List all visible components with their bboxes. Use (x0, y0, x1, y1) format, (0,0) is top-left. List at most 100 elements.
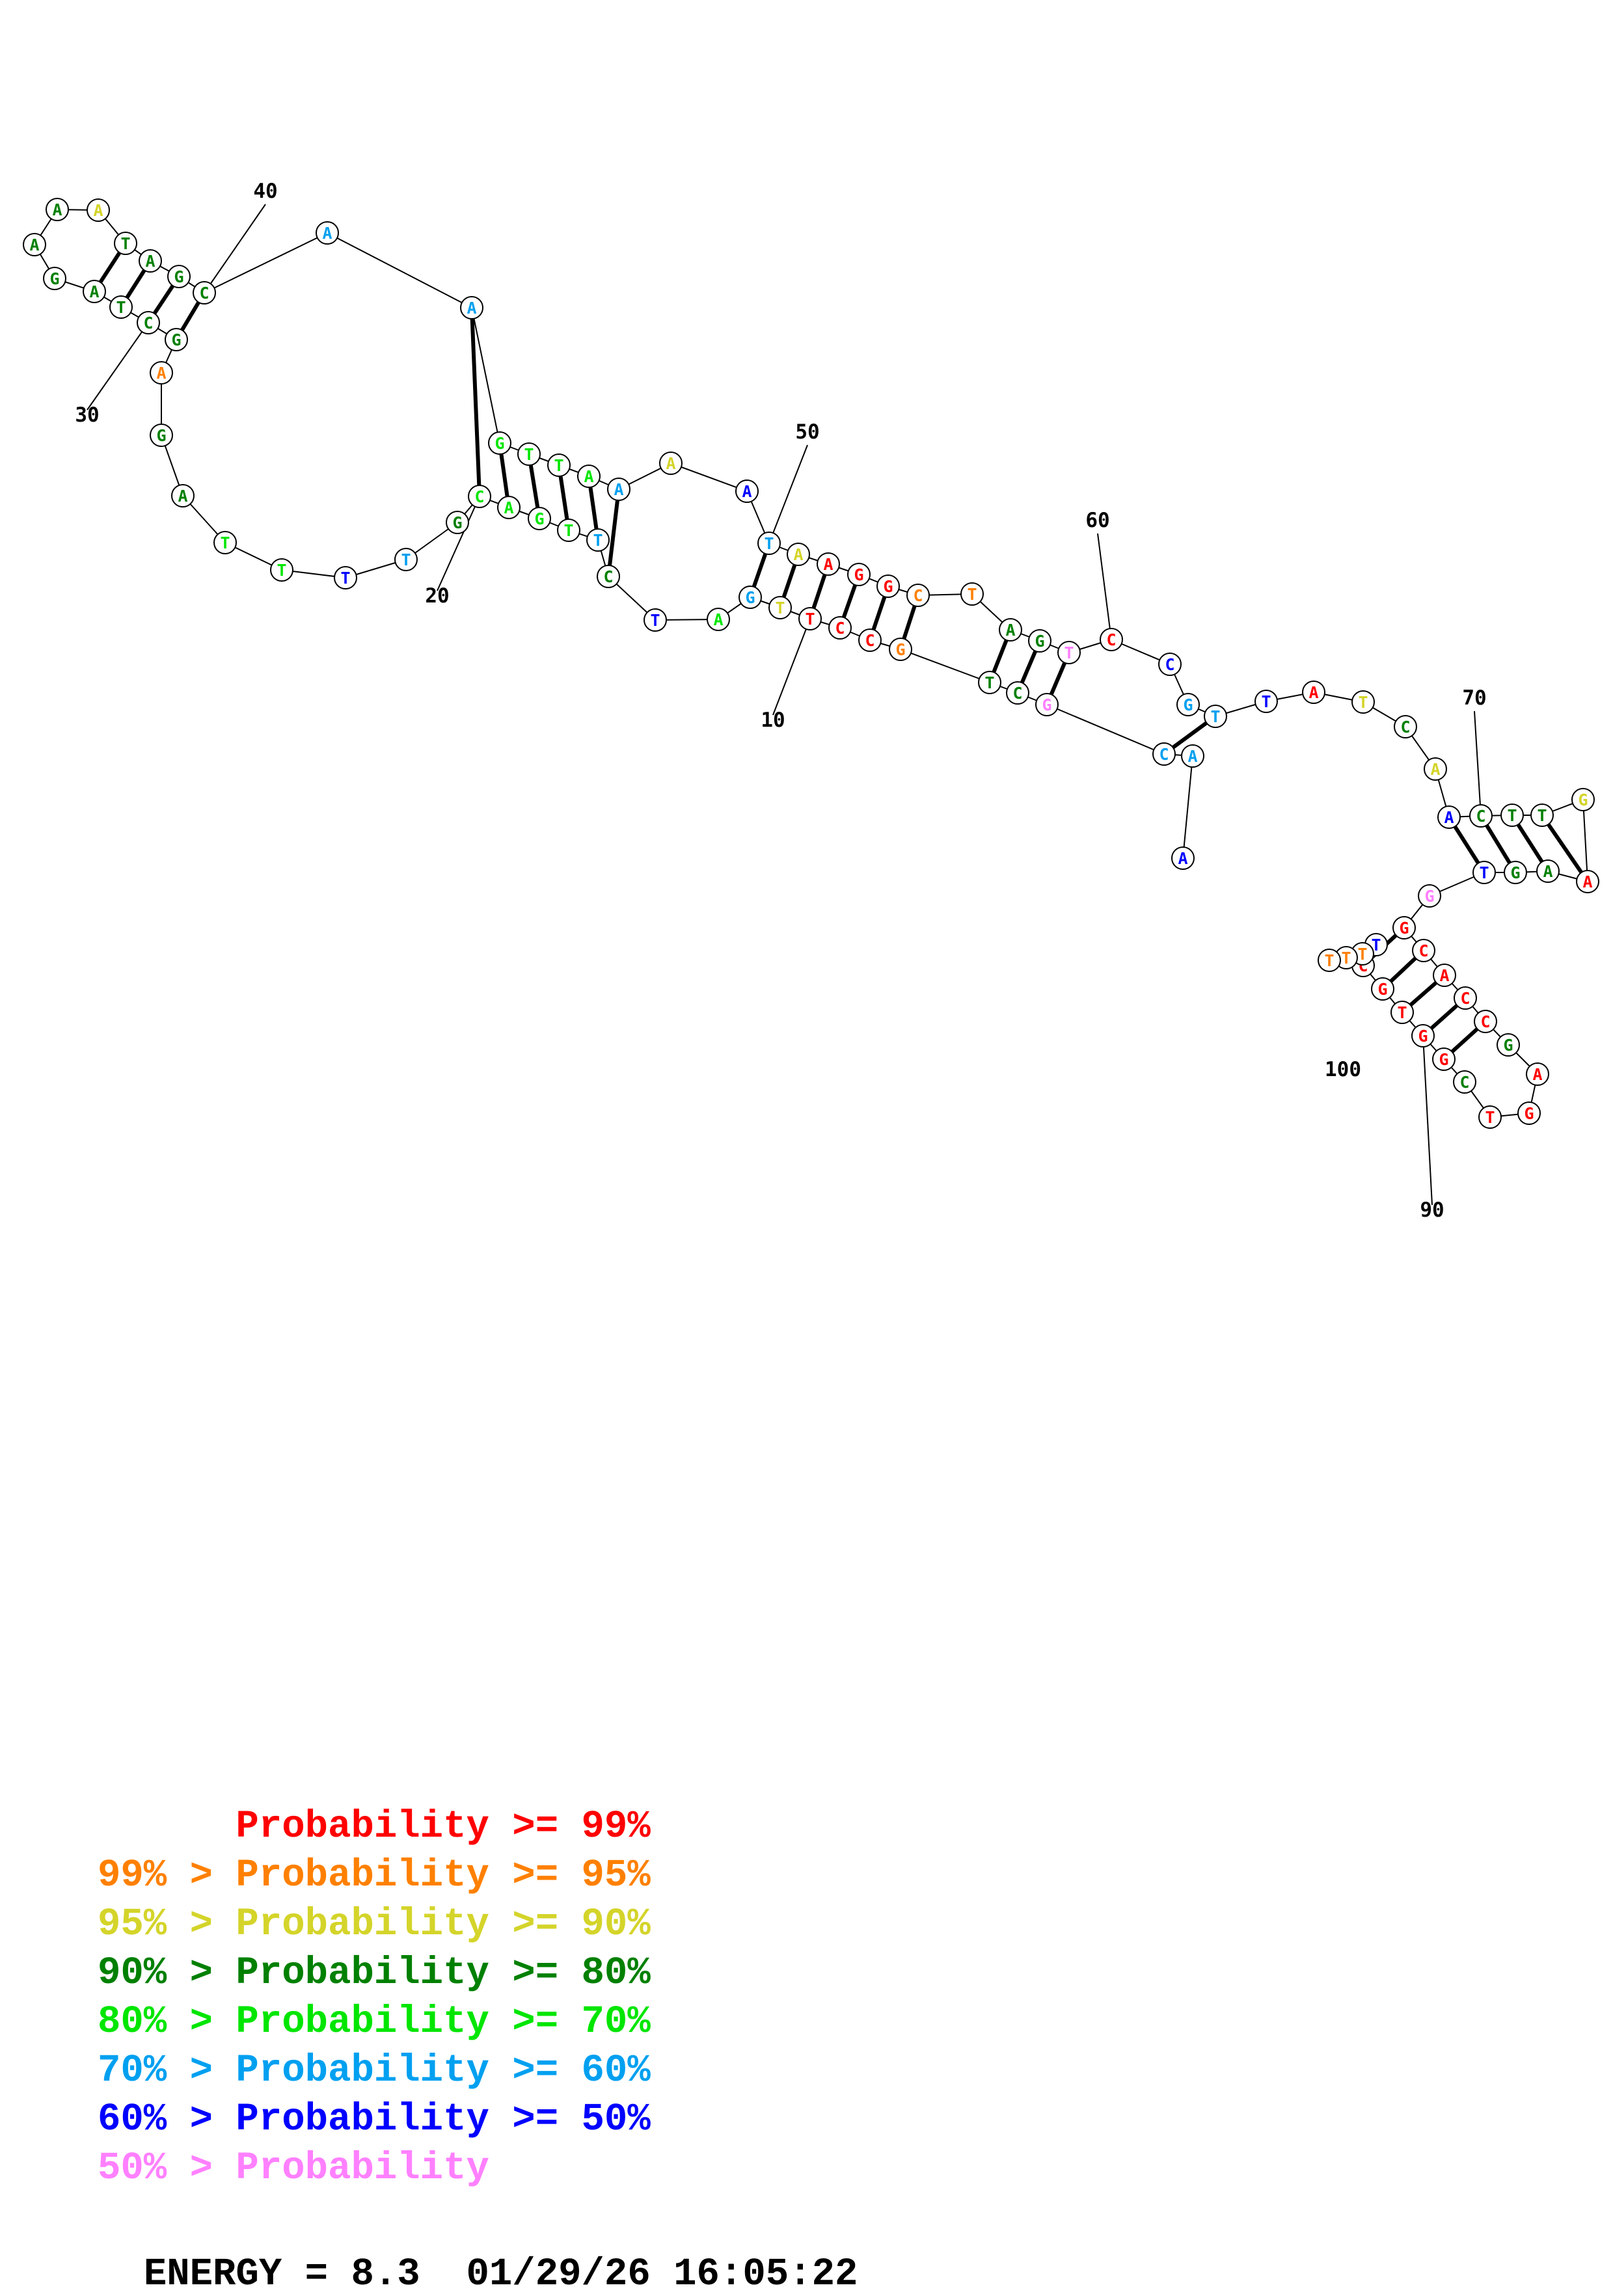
nucleotide-letter: A (1582, 872, 1592, 891)
base-pair-bond (470, 318, 481, 486)
nucleotide-letter: C (1165, 655, 1174, 674)
nucleotide-letter: T (984, 673, 994, 692)
nucleotide-letter: T (220, 533, 230, 552)
nucleotide-circle (334, 566, 357, 589)
nucleotide-circle (858, 628, 882, 652)
nucleotide-letter: A (156, 364, 166, 383)
position-number-label: 60 (1085, 509, 1109, 532)
nucleotide-letter: A (52, 200, 62, 219)
nucleotide-circle (1474, 1010, 1497, 1033)
legend-row: 95% > Probability >= 90% (98, 1902, 651, 1946)
nucleotide-69: A (1437, 805, 1461, 829)
nucleotide-letter: G (745, 588, 755, 607)
nucleotide-circle (446, 511, 469, 534)
nucleotide-7: G (889, 638, 912, 661)
nucleotide-11: T (768, 596, 792, 619)
nucleotide-letter: C (1418, 941, 1428, 960)
nucleotide-73: G (1571, 788, 1595, 811)
nucleotide-84: G (1497, 1033, 1520, 1057)
base-pair-bond (1389, 956, 1417, 983)
nucleotide-circle (1181, 744, 1204, 768)
nucleotide-letter: A (823, 555, 833, 574)
nucleotide-circle (847, 563, 871, 586)
base-pair-bond (841, 584, 858, 618)
nucleotide-22: T (394, 548, 418, 571)
probability-legend: Probability >= 99% 99% > Probability >= 9… (98, 1802, 651, 2193)
nucleotide-circle (1394, 715, 1417, 738)
nucleotide-circle (1454, 986, 1477, 1010)
legend-row: 80% > Probability >= 70% (98, 2000, 651, 2044)
nucleotide-89: G (1432, 1047, 1456, 1071)
base-pair-bond (1485, 824, 1511, 865)
nucleotide-letter: A (793, 545, 803, 564)
nucleotide-66: T (1351, 690, 1375, 714)
nucleotide-letter: C (1460, 989, 1470, 1008)
nucleotide-circle (1392, 916, 1416, 939)
nucleotide-circle (150, 424, 173, 447)
nucleotide-circle (213, 531, 237, 554)
position-number-label: 90 (1420, 1198, 1444, 1222)
nucleotide-circle (547, 453, 571, 477)
nucleotide-circle (1433, 964, 1456, 987)
nucleotide-circle (460, 296, 483, 319)
nucleotide-circle (1100, 628, 1123, 651)
nucleotide-letter: T (554, 456, 563, 475)
nucleotide-circle (1006, 681, 1029, 705)
nucleotide-letter: T (120, 234, 130, 253)
nucleotide-circle (757, 532, 781, 555)
numbering-tick (87, 322, 149, 411)
numbering-tick (1097, 533, 1112, 640)
nucleotide-34: A (23, 233, 46, 256)
nucleotide-72: T (1530, 804, 1554, 827)
nucleotide-33: G (43, 267, 66, 290)
nucleotide-letter: C (1012, 684, 1022, 703)
nucleotide-letter: A (666, 454, 675, 473)
nucleotide-circle (960, 582, 984, 606)
nucleotide-letter: C (1106, 630, 1116, 649)
legend-row: Probability >= 99% (98, 1805, 651, 1848)
nucleotide-43: G (488, 431, 511, 455)
backbone-segment (1046, 704, 1165, 755)
position-number-label: 30 (75, 403, 99, 427)
nucleotide-letter: C (865, 631, 874, 650)
nucleotide-letter: T (805, 610, 815, 628)
numbering-tick (204, 204, 266, 293)
nucleotide-85: A (1526, 1062, 1549, 1086)
nucleotide-13: A (707, 608, 730, 631)
nucleotide-circle (1432, 1047, 1456, 1071)
base-pair-bond (1171, 721, 1208, 750)
nucleotide-75: A (1536, 859, 1560, 883)
nucleotide-26: A (171, 484, 195, 507)
nucleotide-letter: T (1064, 643, 1074, 662)
nucleotide-10: T (798, 607, 822, 630)
nucleotide-letter: T (277, 561, 286, 580)
base-pair-bond (752, 553, 768, 588)
nucleotide-letter: G (1418, 1027, 1428, 1046)
nucleotide-letter: T (524, 445, 534, 464)
nucleotide-letter: A (1439, 966, 1449, 985)
backbone-segment (670, 463, 748, 492)
nucleotide-letter: C (1159, 745, 1169, 764)
base-pair-bond (558, 476, 569, 520)
nucleotide-circle (817, 552, 840, 576)
base-pair-bond (781, 564, 797, 598)
nucleotide-97: T (1318, 949, 1341, 972)
nucleotide-letter: G (854, 565, 863, 584)
nucleotide-letter: A (1444, 808, 1454, 827)
nucleotide-circle (1437, 805, 1461, 829)
nucleotide-90: G (1411, 1024, 1435, 1047)
nucleotide-58: G (1028, 629, 1051, 653)
nucleotide-circle (1302, 681, 1325, 704)
position-number-label: 100 (1325, 1058, 1361, 1081)
position-number-label: 10 (761, 709, 785, 732)
nucleotide-37: T (114, 232, 137, 255)
nucleotide-circle (978, 671, 1001, 694)
base-pair-bond (992, 639, 1009, 673)
nucleotide-19: A (497, 496, 521, 519)
nucleotide-circle (735, 479, 759, 503)
nucleotide-letter: A (322, 224, 332, 243)
nucleotide-letter: C (474, 487, 484, 506)
nucleotide-14: T (644, 608, 667, 632)
nucleotide-76: G (1504, 861, 1527, 884)
nucleotide-circle (1057, 641, 1081, 664)
